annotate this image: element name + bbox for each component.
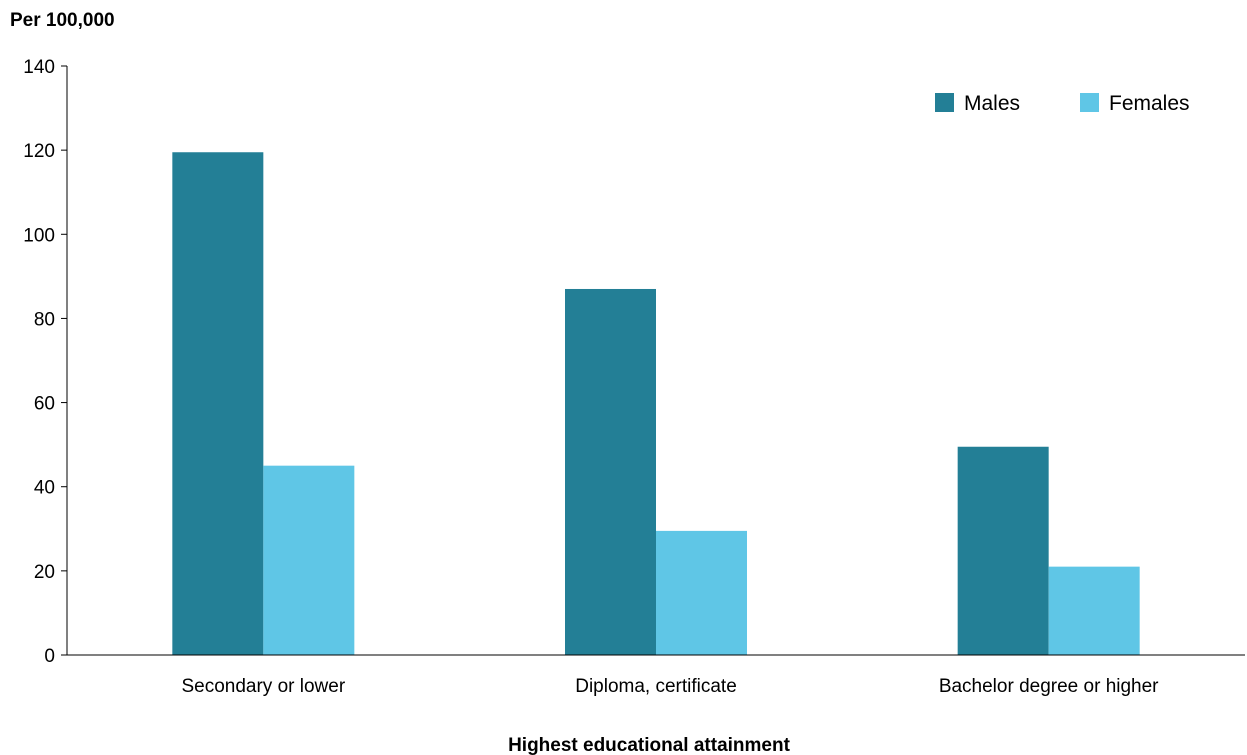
bar-males-3 (957, 446, 1049, 655)
y-tick-label: 40 (34, 478, 55, 499)
legend-swatch-females (1080, 93, 1099, 112)
bar-females-1 (263, 465, 355, 655)
x-axis: Secondary or lower Diploma, certificate Ba… (67, 654, 1245, 697)
bar-females-2 (656, 530, 747, 655)
bar-females-3 (1048, 566, 1140, 655)
y-tick-label: 20 (34, 562, 55, 583)
y-tick-label: 60 (34, 394, 55, 415)
x-axis-title: Highest educational attainment (508, 735, 791, 755)
bar-males-2 (565, 288, 656, 655)
y-tick-label: 0 (44, 646, 55, 667)
legend: Males Females (935, 92, 1190, 115)
y-tick-label: 100 (23, 225, 55, 246)
legend-label-males: Males (964, 92, 1020, 115)
y-tick-label: 140 (23, 57, 55, 78)
bar-males-1 (172, 152, 264, 655)
x-tick-label: Diploma, certificate (575, 676, 737, 697)
y-axis-title: Per 100,000 (10, 10, 115, 31)
x-tick-label: Bachelor degree or higher (939, 676, 1159, 697)
legend-label-females: Females (1109, 92, 1190, 115)
y-axis: 0 20 40 60 80 100 120 140 (23, 57, 68, 667)
bars (172, 152, 1140, 655)
x-tick-label: Secondary or lower (181, 676, 345, 697)
y-tick-label: 120 (23, 141, 55, 162)
legend-swatch-males (935, 93, 954, 112)
y-tick-label: 80 (34, 309, 55, 330)
